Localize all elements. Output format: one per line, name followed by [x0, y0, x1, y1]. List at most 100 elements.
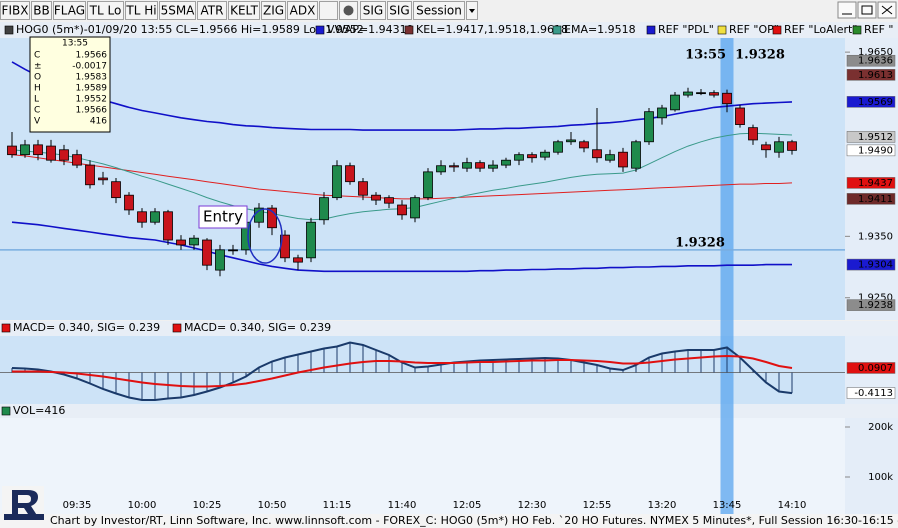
candle-body — [618, 151, 628, 168]
data-window-value: 1.9566 — [76, 51, 108, 61]
toolbar-button[interactable] — [159, 1, 196, 20]
candle-body — [735, 107, 745, 125]
data-window-key: C — [34, 51, 40, 61]
data-window-value: 1.9589 — [76, 84, 108, 94]
candle-body — [72, 154, 82, 166]
candle-body — [410, 197, 420, 219]
legend-swatch — [172, 323, 182, 333]
candle-body — [358, 181, 368, 196]
candle-body — [137, 211, 147, 223]
toolbar-button[interactable] — [0, 1, 30, 20]
restore-icon — [861, 5, 873, 15]
close-icon — [881, 5, 893, 15]
candle-body — [631, 141, 641, 169]
x-tick-label: 14:10 — [778, 500, 807, 511]
price-tag-label: 1.9437 — [858, 178, 893, 189]
macd-plot-bg — [0, 336, 845, 404]
candle-body — [787, 141, 797, 151]
price-tag — [846, 54, 896, 67]
toolbar-button[interactable] — [228, 1, 260, 20]
candle-body — [397, 204, 407, 216]
toolbar-button[interactable] — [31, 1, 52, 20]
candle-body — [306, 221, 316, 259]
y-tick-label: 1.9650 — [858, 47, 893, 58]
candle-body — [46, 145, 56, 161]
toolbar-button[interactable] — [387, 1, 412, 20]
legend-text: REF "PDL" — [658, 23, 714, 36]
x-tick-label: 09:35 — [63, 500, 92, 511]
legend-swatch — [717, 25, 727, 35]
candle-body — [7, 145, 17, 156]
toolbar-button[interactable] — [197, 1, 227, 20]
legend-swatch — [315, 25, 325, 35]
toolbar-button[interactable] — [53, 1, 86, 20]
footer-text: Chart by Investor/RT, Linn Software, Inc… — [50, 514, 898, 527]
y-tick-label: 200k — [868, 422, 893, 433]
toolbar-button-label: Session — [416, 4, 462, 18]
charts: HOG0 (5m*)-01/09/20 13:55 CL=1.9566 Hi=1… — [0, 23, 896, 514]
candle-body — [670, 94, 680, 111]
price-tag-label: 1.9238 — [858, 300, 893, 311]
toolbar-button[interactable] — [125, 1, 158, 20]
price-tag — [846, 177, 896, 189]
price-tag — [846, 258, 896, 271]
candle-body — [514, 154, 524, 161]
footer-bg — [0, 514, 898, 528]
vol-plot-bg — [0, 418, 845, 514]
legend-text: MACD= 0.340, SIG= 0.239 — [13, 321, 160, 334]
signal-line — [12, 354, 793, 388]
cursor-label: 13:55 1.9328 — [685, 48, 785, 63]
toolbar-button-label: SIG — [363, 4, 383, 18]
data-window-key: H — [34, 84, 41, 94]
highlight-band — [720, 38, 734, 514]
candle-body — [59, 149, 69, 161]
candle-body — [293, 257, 303, 263]
toolbar-button[interactable] — [360, 1, 386, 20]
price-tag-label: 1.9304 — [858, 260, 893, 271]
toolbar-button-label: FIBX — [2, 4, 29, 18]
data-window-value: 1.9583 — [76, 73, 108, 83]
toolbar-button[interactable] — [413, 1, 465, 20]
icon-button[interactable] — [319, 1, 338, 20]
x-tick-label: 10:25 — [193, 500, 222, 511]
price-tag — [846, 96, 896, 108]
icon — [343, 5, 354, 16]
minimize-button[interactable] — [837, 1, 857, 19]
data-window-key: ± — [34, 62, 42, 72]
data-window-key: L — [34, 95, 39, 105]
candle-body — [566, 139, 576, 143]
toolbar-button-label: TL Hi — [125, 4, 156, 18]
candle-body — [189, 237, 199, 246]
legend-text: KEL=1.9417,1.9518,1.9618 — [416, 23, 568, 36]
toolbar-button-label: FLAG — [54, 4, 85, 18]
toolbar-button[interactable] — [287, 1, 318, 20]
logo — [2, 486, 44, 526]
candle-body — [449, 165, 459, 168]
toolbar-button-label: 5SMA — [161, 4, 196, 18]
price-tag-label: 1.9411 — [858, 194, 893, 205]
data-window-key: C — [34, 106, 40, 116]
price-tag-label: 1.9490 — [858, 145, 893, 156]
toolbar-button[interactable] — [261, 1, 286, 20]
candle-body — [553, 141, 563, 153]
candle-body — [761, 144, 771, 151]
legend-swatch — [4, 25, 14, 35]
candle-body — [488, 164, 498, 169]
y-tick-label: 100k — [868, 472, 893, 483]
macd-header — [0, 321, 898, 336]
candle-body — [527, 154, 537, 159]
price-tag — [846, 131, 896, 143]
restore-button[interactable] — [857, 1, 877, 19]
indicator-line — [11, 221, 792, 273]
data-window-key: V — [34, 117, 41, 127]
candle-body — [20, 144, 30, 156]
value-tag-label: 0.0907 — [858, 363, 893, 374]
entry-label: Entry — [203, 208, 243, 226]
toolbar-button-label: BB — [33, 4, 49, 18]
y-tick-label: 1.9250 — [858, 293, 893, 304]
toolbar-button-label: ZIG — [263, 4, 284, 18]
toolbar-button[interactable] — [87, 1, 124, 20]
logo-bar — [4, 514, 44, 520]
x-tick-label: 12:55 — [583, 500, 612, 511]
toolbar-button-label: TL Lo — [89, 4, 122, 18]
